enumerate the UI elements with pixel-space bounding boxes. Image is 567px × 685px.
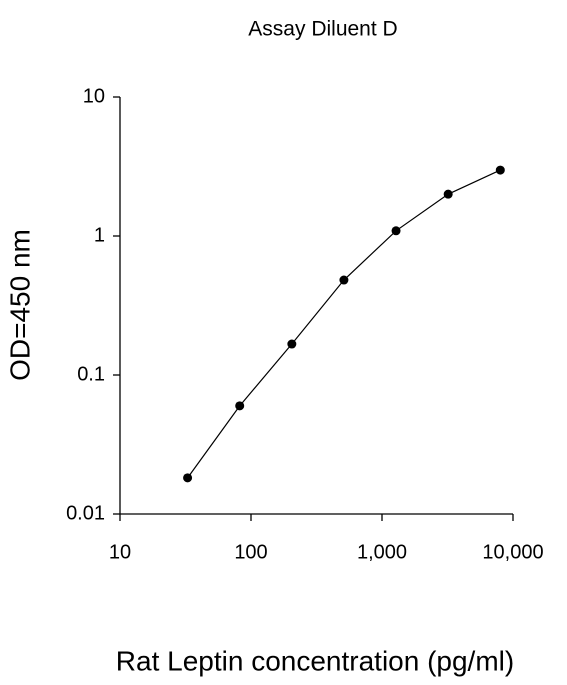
y-tick-label: 1 [94,224,105,246]
data-point [339,275,349,285]
y-tick-label: 0.1 [77,363,105,385]
data-point [235,401,245,411]
x-tick-label: 10,000 [482,541,543,563]
x-tick-label: 100 [234,541,267,563]
data-point [391,226,401,236]
y-tick-label: 10 [83,85,105,107]
data-point [495,165,505,175]
data-point [287,339,297,349]
chart-title: Assay Diluent D [248,18,397,41]
x-tick-label: 1,000 [357,541,407,563]
data-point [443,189,453,199]
y-tick-label: 0.01 [66,502,105,524]
x-axis-label: Rat Leptin concentration (pg/ml) [116,645,514,676]
series-line [187,169,501,479]
y-axis-label: OD=450 nm [4,229,35,381]
data-point [183,473,193,483]
x-tick-label: 10 [109,541,131,563]
